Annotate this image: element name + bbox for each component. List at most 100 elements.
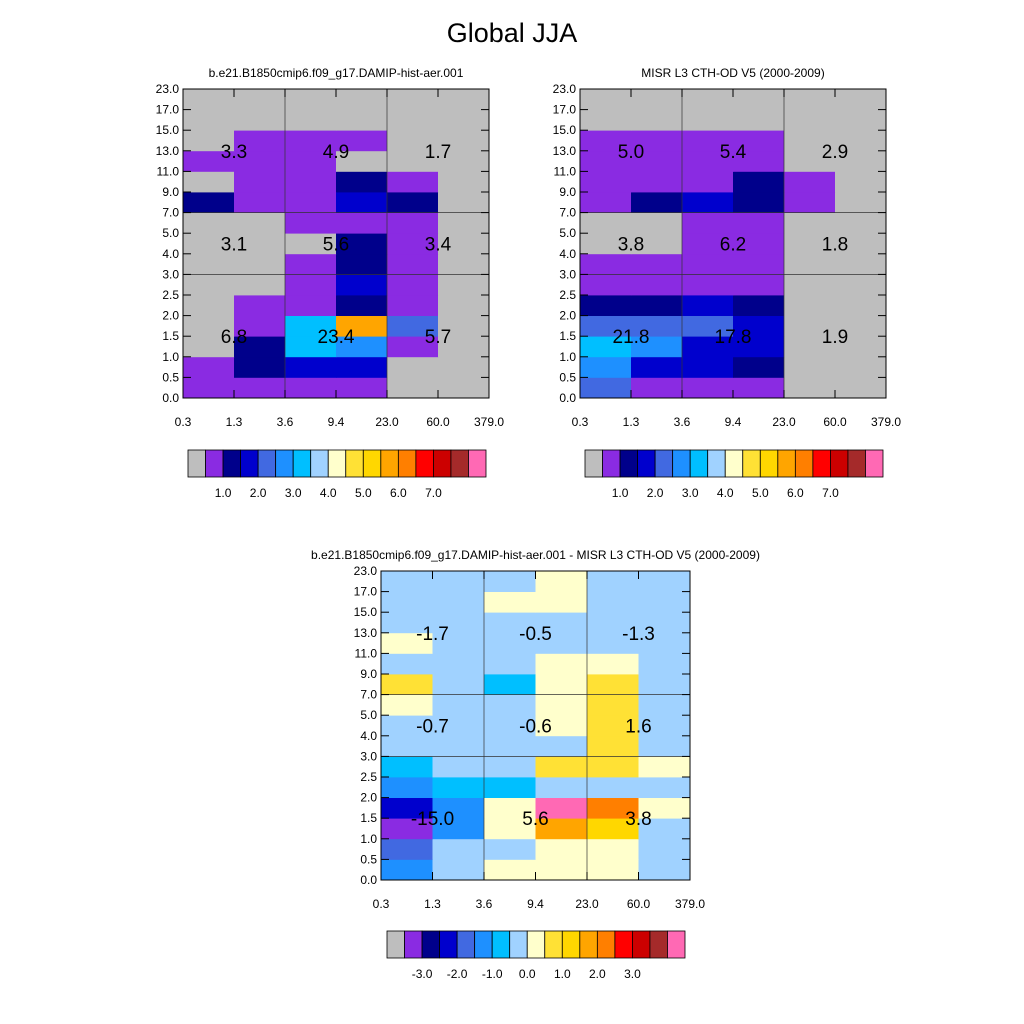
heatmap-cell — [432, 777, 485, 798]
block-label: 2.9 — [822, 142, 848, 163]
heatmap-cell — [631, 171, 683, 193]
heatmap-cell — [484, 632, 536, 654]
heatmap-cell — [631, 377, 683, 399]
block-label: 3.4 — [425, 235, 452, 256]
x-tick-label: 60.0 — [426, 415, 450, 429]
heatmap-cell — [638, 735, 691, 757]
x-tick-label: 379.0 — [871, 415, 901, 429]
x-tick-label: 3.6 — [476, 897, 493, 911]
colorbar-label: 6.0 — [390, 486, 407, 500]
heatmap-cell — [285, 336, 337, 358]
heatmap-cell — [587, 632, 639, 654]
colorbar-box — [619, 449, 638, 478]
heatmap-cell — [580, 150, 632, 172]
heatmap-cell — [835, 212, 887, 234]
heatmap-cell — [631, 253, 683, 275]
colorbar-label: -2.0 — [447, 967, 468, 981]
heatmap-cell — [387, 89, 439, 110]
heatmap-cell — [835, 356, 887, 378]
block-label: 6.8 — [221, 327, 247, 348]
x-tick-label: 60.0 — [627, 897, 651, 911]
heatmap-cell — [438, 336, 490, 358]
heatmap-cell — [381, 653, 433, 675]
colorbar-box — [187, 449, 206, 478]
heatmap-cell — [784, 336, 836, 358]
heatmap-cell — [733, 295, 785, 316]
heatmap-cell — [784, 89, 836, 110]
y-tick-label: 2.0 — [360, 791, 377, 805]
y-tick-label: 0.0 — [360, 873, 377, 887]
heatmap-cell — [631, 192, 683, 213]
heatmap-cell — [387, 171, 439, 193]
heatmap-cell — [784, 192, 836, 213]
heatmap-cell — [484, 653, 536, 675]
x-tick-label: 9.4 — [725, 415, 742, 429]
heatmap-cell — [580, 109, 632, 131]
heatmap-cell — [631, 274, 683, 296]
heatmap-cell — [535, 571, 588, 592]
colorbar-box — [240, 449, 259, 478]
colorbar-label: -1.0 — [482, 967, 503, 981]
heatmap-cell — [484, 715, 536, 737]
block-label: 5.0 — [618, 142, 644, 163]
heatmap-cell — [580, 295, 632, 316]
x-tick-label: 379.0 — [474, 415, 504, 429]
heatmap-cell — [638, 694, 691, 716]
y-tick-label: 1.5 — [559, 329, 576, 343]
heatmap-cell — [336, 171, 388, 193]
heatmap-cell — [438, 171, 490, 193]
colorbar-box — [404, 930, 423, 959]
y-tick-label: 0.0 — [559, 391, 576, 405]
heatmap-cell — [336, 356, 388, 378]
colorbar-box — [433, 449, 452, 478]
heatmap-cell — [535, 735, 588, 757]
colorbar-label: 7.0 — [425, 486, 442, 500]
heatmap-cell — [387, 295, 439, 316]
colorbar-box — [847, 449, 866, 478]
heatmap-cell — [183, 233, 235, 255]
y-tick-label: 5.0 — [559, 226, 576, 240]
heatmap-cell — [784, 356, 836, 378]
heatmap-cell — [285, 130, 337, 152]
colorbar-box — [275, 449, 294, 478]
colorbar-box — [614, 930, 633, 959]
colorbar: 1.0 2.0 3.0 4.0 5.0 6.0 7.0 — [187, 449, 487, 500]
heatmap-cell — [631, 130, 683, 152]
heatmap-cell — [381, 818, 433, 840]
heatmap-cell — [682, 89, 734, 110]
y-tick-label: 2.5 — [360, 770, 377, 784]
block-label: 23.4 — [318, 327, 355, 348]
heatmap-cell — [234, 377, 286, 399]
heatmap-cell — [784, 130, 836, 152]
heatmap-cell — [285, 89, 337, 110]
heatmap-cell — [336, 130, 388, 152]
heatmap-cell — [580, 171, 632, 193]
heatmap-cell — [432, 735, 485, 757]
heatmap-cell — [381, 715, 433, 737]
y-tick-label: 5.0 — [162, 226, 179, 240]
colorbar-box — [579, 930, 598, 959]
colorbar-label: 2.0 — [250, 486, 267, 500]
heatmap-cell — [784, 295, 836, 316]
heatmap-cell — [484, 694, 536, 716]
heatmap-cell — [285, 295, 337, 316]
y-tick-label: 15.0 — [354, 605, 378, 619]
y-tick-label: 3.0 — [162, 267, 179, 281]
heatmap-cell — [336, 315, 388, 337]
heatmap-cell — [587, 612, 639, 634]
heatmap-cell — [535, 612, 588, 634]
colorbar-box — [812, 449, 831, 478]
colorbar-label: 1.0 — [554, 967, 571, 981]
x-tick-label: 23.0 — [772, 415, 796, 429]
heatmap-cell — [234, 171, 286, 193]
heatmap-cell — [835, 315, 887, 337]
heatmap-cell — [387, 233, 439, 255]
y-tick-label: 5.0 — [360, 708, 377, 722]
heatmap-cell — [835, 253, 887, 275]
y-tick-label: 4.0 — [559, 247, 576, 261]
colorbar-box — [474, 930, 493, 959]
heatmap-cell — [682, 212, 734, 234]
heatmap-cell — [587, 571, 639, 592]
y-tick-label: 23.0 — [553, 82, 577, 96]
heatmap-cell — [580, 130, 632, 152]
